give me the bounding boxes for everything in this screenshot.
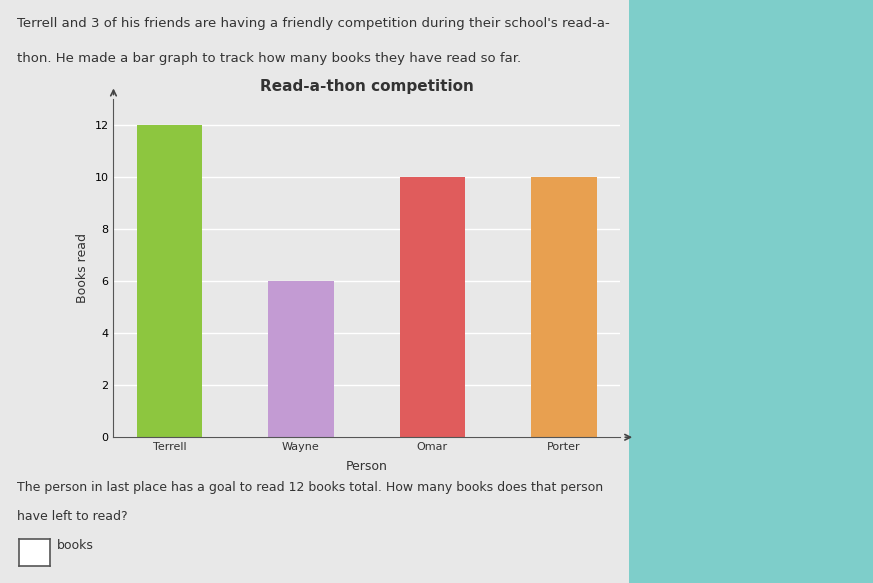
Bar xyxy=(531,177,597,437)
Text: books: books xyxy=(57,539,93,552)
Text: thon. He made a bar graph to track how many books they have read so far.: thon. He made a bar graph to track how m… xyxy=(17,52,521,65)
Text: have left to read?: have left to read? xyxy=(17,510,128,523)
Bar xyxy=(268,281,333,437)
Bar xyxy=(136,125,203,437)
Text: The person in last place has a goal to read 12 books total. How many books does : The person in last place has a goal to r… xyxy=(17,481,603,494)
X-axis label: Person: Person xyxy=(346,461,388,473)
Text: Terrell and 3 of his friends are having a friendly competition during their scho: Terrell and 3 of his friends are having … xyxy=(17,17,610,30)
Title: Read-a-thon competition: Read-a-thon competition xyxy=(260,79,473,94)
Y-axis label: Books read: Books read xyxy=(76,233,89,303)
Bar xyxy=(400,177,465,437)
